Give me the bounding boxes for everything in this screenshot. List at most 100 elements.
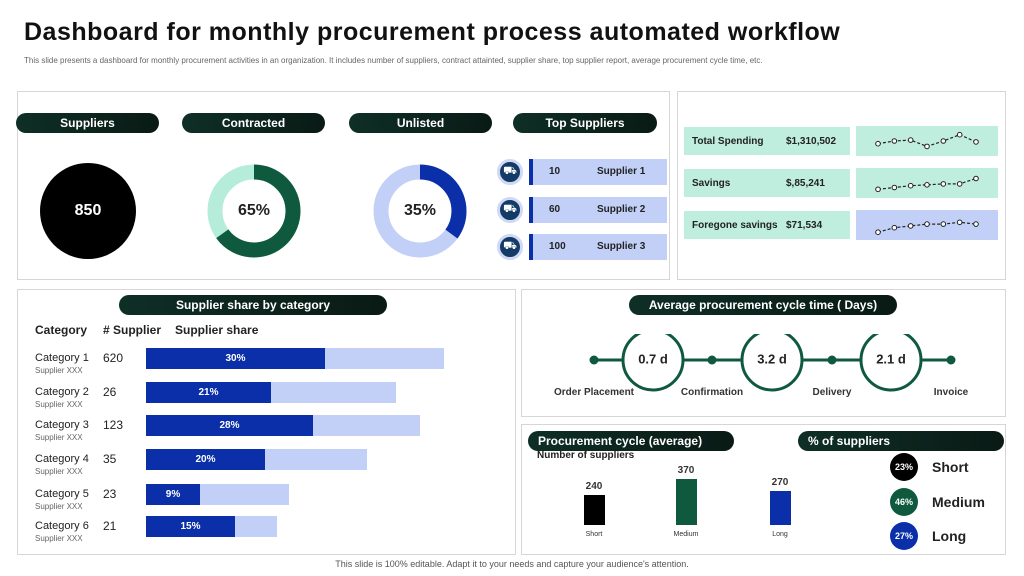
top-supplier-count: 60 bbox=[549, 204, 561, 215]
foregone-savings-label: Foregone savings bbox=[692, 220, 778, 231]
stage-label: Delivery bbox=[812, 387, 852, 398]
pct-name: Long bbox=[932, 528, 967, 544]
top-supplier-bar: 100 Supplier 3 bbox=[529, 234, 667, 260]
cycle-node bbox=[589, 355, 599, 365]
total-spending-label: Total Spending bbox=[692, 136, 764, 147]
top-supplier-row: ⛟ 10 Supplier 1 bbox=[497, 159, 667, 185]
category-sub: Supplier XXX bbox=[35, 502, 83, 511]
pct-suppliers-pill: % of suppliers bbox=[798, 431, 1004, 451]
top-supplier-row: ⛟ 60 Supplier 2 bbox=[497, 197, 667, 223]
sparkline-point bbox=[891, 138, 898, 144]
sparkline-point bbox=[940, 138, 947, 144]
sparkline-point bbox=[956, 181, 963, 187]
sparkline-point bbox=[924, 143, 930, 150]
supplier-count-header: # Supplier bbox=[103, 323, 162, 337]
cycle-time-diagram bbox=[589, 326, 956, 392]
top-supplier-count: 100 bbox=[549, 241, 566, 252]
contracted-pill: Contracted bbox=[182, 113, 325, 133]
category-name: Category 1 bbox=[35, 352, 89, 364]
category-name: Category 5 bbox=[35, 488, 89, 500]
sparkline-point bbox=[973, 139, 979, 145]
category-sub: Supplier XXX bbox=[35, 366, 83, 375]
sparkline-point bbox=[973, 175, 979, 182]
sparkline-point bbox=[875, 140, 881, 147]
savings-label: Savings bbox=[692, 178, 731, 189]
contracted-donut: 65% bbox=[206, 163, 302, 259]
cycle-bar-value: 270 bbox=[771, 477, 789, 488]
foregone-savings-value: $71,534 bbox=[786, 220, 823, 231]
cycle-bar-label: Short bbox=[585, 531, 603, 538]
cycle-value: 2.1 d bbox=[876, 351, 906, 367]
top-suppliers-pill: Top Suppliers bbox=[513, 113, 657, 133]
suppliers-count: 850 bbox=[74, 202, 102, 219]
truck-icon: ⛟ bbox=[497, 159, 523, 185]
sparkline-point bbox=[875, 186, 881, 193]
contracted-value: 65% bbox=[237, 202, 271, 219]
category-sub: Supplier XXX bbox=[35, 433, 83, 442]
cycle-bar-label: Medium bbox=[673, 531, 699, 538]
cycle-bar bbox=[676, 479, 697, 525]
contracted-donut-svg bbox=[207, 164, 301, 258]
share-bar: 15% bbox=[146, 516, 235, 537]
sparkline-point bbox=[907, 182, 914, 189]
top-supplier-name: Supplier 3 bbox=[597, 241, 646, 252]
cycle-bar-value: 370 bbox=[677, 465, 695, 476]
suppliers-count-circle: 850 bbox=[40, 163, 136, 259]
category-supplier-count: 35 bbox=[103, 452, 117, 466]
top-supplier-bar: 60 Supplier 2 bbox=[529, 197, 667, 223]
pct-name: Medium bbox=[932, 494, 985, 510]
category-sub: Supplier XXX bbox=[35, 534, 83, 543]
supplier-share-header: Supplier share bbox=[175, 323, 259, 337]
page-title: Dashboard for monthly procurement proces… bbox=[24, 18, 841, 46]
cycle-node bbox=[707, 355, 717, 365]
cycle-time-pill: Average procurement cycle time ( Days) bbox=[629, 295, 897, 315]
category-supplier-count: 21 bbox=[103, 519, 117, 533]
share-bar: 9% bbox=[146, 484, 200, 505]
truck-icon: ⛟ bbox=[497, 234, 523, 260]
category-name: Category 2 bbox=[35, 386, 89, 398]
stage-label: Order Placement bbox=[553, 387, 635, 398]
cycle-ring-gap bbox=[754, 326, 790, 334]
top-supplier-bar: 10 Supplier 1 bbox=[529, 159, 667, 185]
share-bar: 20% bbox=[146, 449, 265, 470]
contracted-donut-arc bbox=[207, 164, 301, 258]
sparkline-point bbox=[940, 181, 947, 187]
category-supplier-count: 23 bbox=[103, 487, 117, 501]
cycle-value: 0.7 d bbox=[638, 351, 668, 367]
cycle-node bbox=[946, 355, 956, 365]
foregone-savings-card: Foregone savings $71,534 bbox=[684, 211, 850, 239]
sparkline-point bbox=[891, 184, 898, 191]
sparkline-point bbox=[924, 221, 930, 227]
pct-name: Short bbox=[932, 459, 969, 475]
page-subtitle: This slide presents a dashboard for mont… bbox=[24, 56, 763, 65]
total-spending-sparkline bbox=[856, 126, 998, 156]
cycle-node bbox=[827, 355, 837, 365]
category-name: Category 4 bbox=[35, 453, 89, 465]
sparkline-point bbox=[956, 219, 963, 226]
pct-circle: 46% bbox=[890, 488, 918, 516]
cycle-bar bbox=[770, 491, 791, 525]
savings-card: Savings $,85,241 bbox=[684, 169, 850, 197]
procurement-cycle-pill: Procurement cycle (average) bbox=[528, 431, 734, 451]
category-name: Category 6 bbox=[35, 520, 89, 532]
total-spending-value: $1,310,502 bbox=[786, 136, 837, 147]
suppliers-pill: Suppliers bbox=[16, 113, 159, 133]
cycle-value: 3.2 d bbox=[757, 351, 787, 367]
category-sub: Supplier XXX bbox=[35, 400, 83, 409]
unlisted-donut: 35% bbox=[372, 163, 468, 259]
top-supplier-row: ⛟ 100 Supplier 3 bbox=[497, 234, 667, 260]
stage-label: Invoice bbox=[933, 387, 969, 398]
pct-circle: 23% bbox=[890, 453, 918, 481]
unlisted-donut-svg bbox=[373, 164, 467, 258]
top-supplier-name: Supplier 2 bbox=[597, 204, 646, 215]
cycle-bar bbox=[584, 495, 605, 525]
sparkline-point bbox=[875, 229, 881, 236]
procurement-cycle-subtitle: Number of suppliers bbox=[537, 450, 635, 461]
supplier-share-pill: Supplier share by category bbox=[119, 295, 387, 315]
unlisted-pill: Unlisted bbox=[349, 113, 492, 133]
sparkline-point bbox=[907, 137, 914, 143]
unlisted-donut-arc bbox=[373, 164, 467, 258]
sparkline-point bbox=[907, 223, 914, 229]
category-name: Category 3 bbox=[35, 419, 89, 431]
savings-sparkline bbox=[856, 168, 998, 198]
